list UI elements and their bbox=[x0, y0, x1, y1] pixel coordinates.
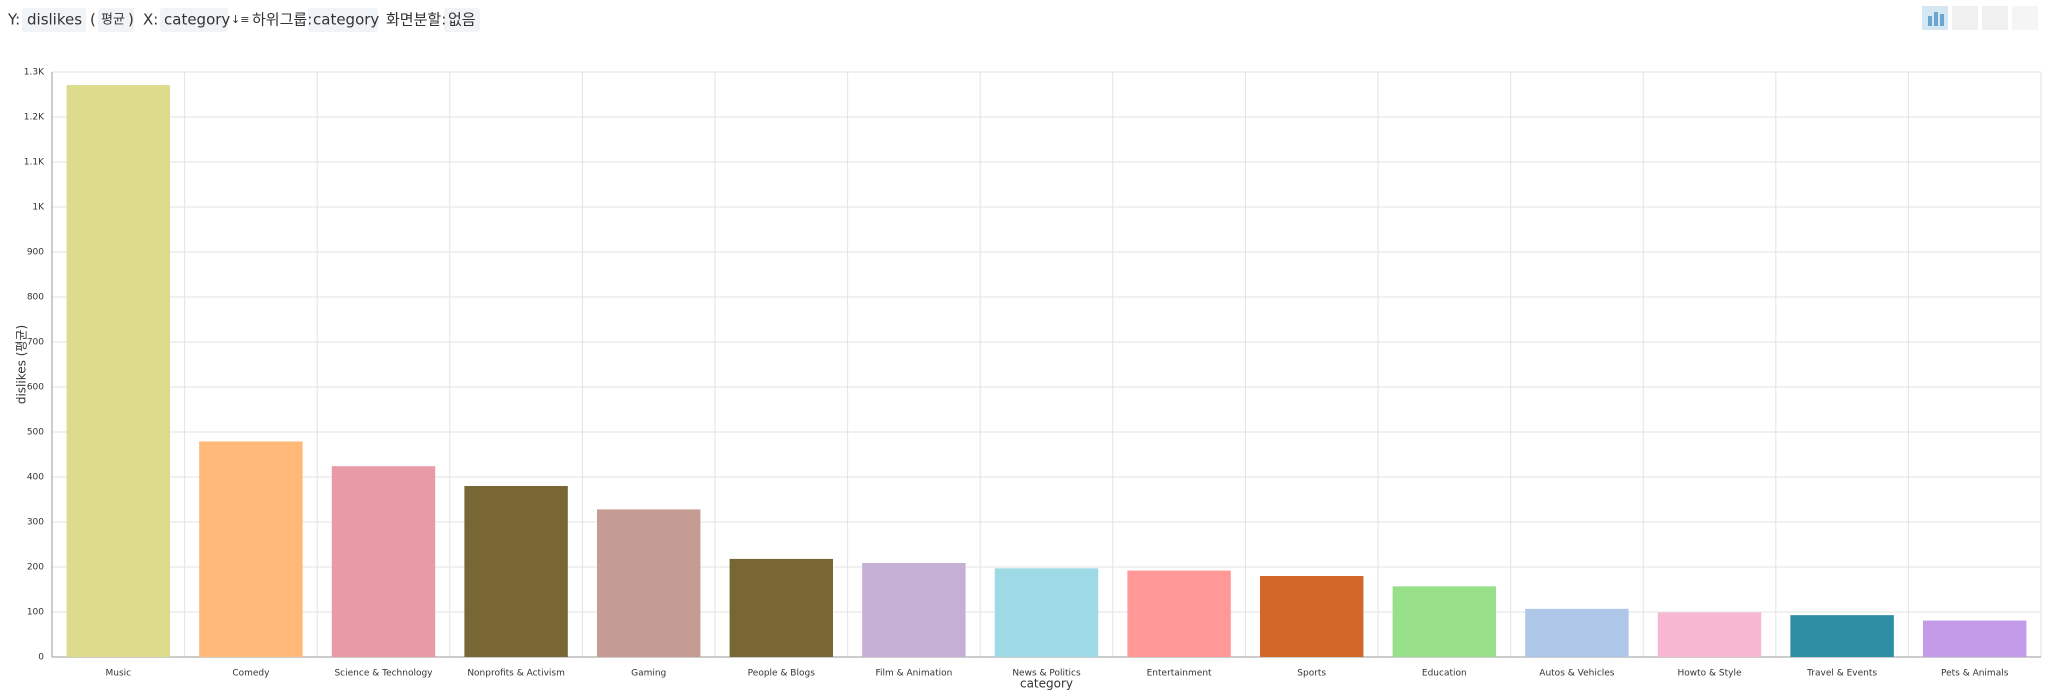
y-tick-label: 100 bbox=[27, 608, 44, 618]
icon-stacked[interactable] bbox=[1952, 6, 1978, 30]
icon-area[interactable] bbox=[1982, 6, 2008, 30]
bar bbox=[1127, 570, 1231, 657]
y-tick-label: 400 bbox=[27, 473, 44, 483]
bar bbox=[1657, 612, 1762, 657]
x-tick-label: Travel & Events bbox=[1806, 669, 1877, 679]
split-label: 화면분할: bbox=[386, 11, 446, 29]
bar bbox=[596, 509, 701, 657]
bar bbox=[1259, 576, 1364, 657]
x-label: X: bbox=[143, 11, 158, 29]
x-tick-label: Science & Technology bbox=[334, 669, 433, 679]
x-axis-title: category bbox=[1020, 677, 1073, 691]
bar bbox=[199, 441, 303, 657]
x-tick-label: Gaming bbox=[631, 669, 666, 679]
chip[interactable] bbox=[98, 8, 134, 32]
y-tick-label: 900 bbox=[27, 248, 44, 258]
x-tick-label: Music bbox=[105, 669, 131, 679]
y-tick-label: 1.2K bbox=[24, 113, 45, 123]
subgroup-field[interactable]: category bbox=[313, 11, 379, 29]
y-field[interactable]: dislikes bbox=[27, 11, 82, 29]
y-axis-title: dislikes (평균) bbox=[15, 325, 29, 404]
bar bbox=[862, 562, 966, 657]
bar bbox=[66, 85, 171, 658]
chip[interactable] bbox=[22, 8, 86, 32]
chip[interactable] bbox=[444, 8, 480, 32]
x-tick-label: Autos & Vehicles bbox=[1539, 669, 1615, 679]
icon-part bbox=[1940, 14, 1944, 26]
y-tick-label: 800 bbox=[27, 293, 44, 303]
bar bbox=[1790, 615, 1894, 657]
x-tick-label: Entertainment bbox=[1147, 669, 1212, 679]
bar bbox=[994, 568, 1099, 657]
icon-part bbox=[1928, 16, 1932, 26]
agg[interactable]: 평균 bbox=[101, 13, 125, 28]
y-tick-label: 1.3K bbox=[24, 68, 45, 78]
x-tick-label: Sports bbox=[1297, 669, 1326, 679]
chip[interactable] bbox=[308, 8, 378, 32]
bar bbox=[729, 558, 834, 657]
bar bbox=[1525, 608, 1629, 657]
subgroup-label: 하위그룹: bbox=[252, 11, 312, 29]
y-tick-label: 1.1K bbox=[24, 158, 45, 168]
y-tick-label: 300 bbox=[27, 518, 44, 528]
split-value[interactable]: 없음 bbox=[448, 11, 476, 29]
x-tick-label: Howto & Style bbox=[1677, 669, 1741, 679]
icon-line[interactable] bbox=[2012, 6, 2038, 30]
x-tick-label: Nonprofits & Activism bbox=[467, 669, 565, 679]
y-tick-label: 0 bbox=[38, 653, 44, 663]
y-tick-label: 600 bbox=[27, 383, 44, 393]
x-field[interactable]: category bbox=[164, 11, 230, 29]
bar bbox=[1392, 586, 1497, 657]
x-tick-label: People & Blogs bbox=[748, 669, 816, 679]
bar bbox=[464, 486, 568, 657]
paren: ) bbox=[128, 11, 134, 29]
icon-part bbox=[1934, 12, 1938, 26]
y-tick-label: 500 bbox=[27, 428, 44, 438]
y-tick-label: 1K bbox=[32, 203, 45, 213]
y-tick-label: 200 bbox=[27, 563, 44, 573]
x-tick-label: Comedy bbox=[232, 669, 270, 679]
chip[interactable] bbox=[160, 8, 228, 32]
bar bbox=[331, 466, 436, 657]
x-tick-label: Pets & Animals bbox=[1941, 669, 2009, 679]
x-tick-label: Education bbox=[1422, 669, 1467, 679]
paren: ( bbox=[90, 11, 96, 29]
x-tick-label: Film & Animation bbox=[875, 669, 952, 679]
bar bbox=[1922, 620, 2027, 657]
y-tick-label: 700 bbox=[27, 338, 44, 348]
sort-icon[interactable]: ↓≡ bbox=[231, 13, 249, 26]
x-tick-label: News & Politics bbox=[1012, 669, 1081, 679]
y-label: Y: bbox=[7, 11, 20, 29]
chart-type-icons bbox=[1922, 6, 2038, 30]
